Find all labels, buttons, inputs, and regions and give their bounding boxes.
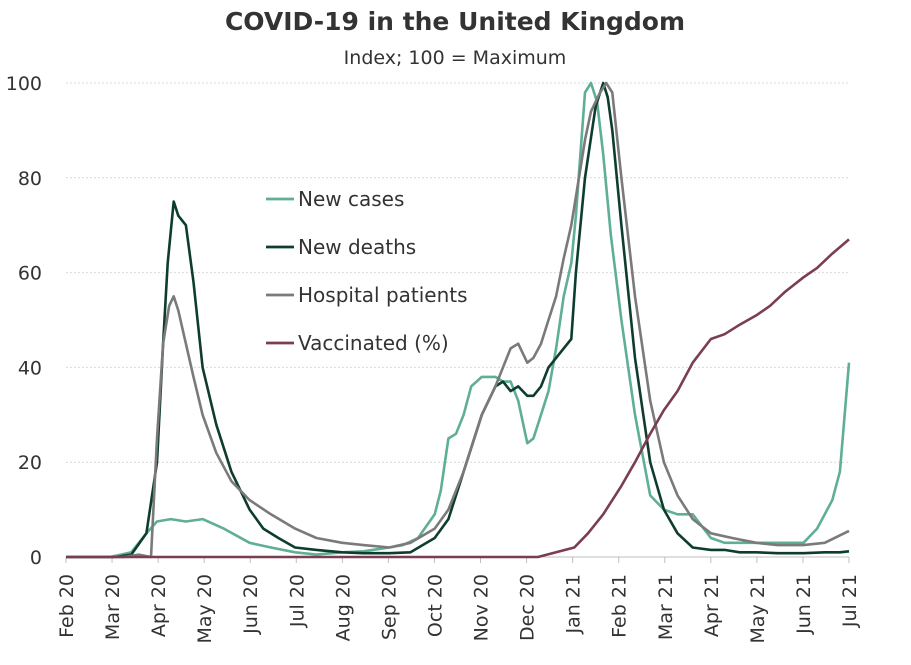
series-line-hospital-patients bbox=[66, 81, 850, 559]
x-tick-label: Jul 20 bbox=[286, 574, 308, 628]
series-line-new-deaths bbox=[66, 81, 850, 559]
x-tick-label: Jul 21 bbox=[839, 574, 861, 628]
x-tick-label: Aug 20 bbox=[332, 574, 354, 641]
x-tick-label: May 21 bbox=[747, 574, 769, 644]
x-tick-label: Sep 20 bbox=[378, 574, 400, 640]
x-tick-label: Feb 20 bbox=[56, 574, 78, 638]
y-tick-label: 80 bbox=[18, 168, 42, 190]
y-tick-label: 100 bbox=[6, 73, 42, 95]
y-tick-label: 20 bbox=[18, 452, 42, 474]
chart-title: COVID-19 in the United Kingdom bbox=[225, 7, 685, 36]
y-tick-label: 40 bbox=[18, 357, 42, 379]
x-tick-label: Feb 21 bbox=[609, 574, 631, 638]
series-lines bbox=[66, 81, 851, 559]
x-tick-label: Apr 21 bbox=[701, 574, 723, 637]
series-line-vaccinated bbox=[66, 238, 850, 559]
legend: New cases New deaths Hospital patients Vacc… bbox=[266, 187, 468, 355]
x-tick-label: Jan 21 bbox=[563, 574, 585, 635]
legend-label: Hospital patients bbox=[298, 283, 468, 307]
y-tick-label: 60 bbox=[18, 263, 42, 285]
series-line-new-cases bbox=[66, 81, 851, 559]
x-tick-label: Mar 20 bbox=[102, 574, 124, 640]
gridlines bbox=[66, 82, 849, 463]
y-tick-label: 0 bbox=[30, 547, 42, 569]
x-tick-label: Oct 20 bbox=[424, 574, 446, 637]
legend-label: Vaccinated (%) bbox=[298, 331, 449, 355]
legend-label: New deaths bbox=[298, 235, 416, 259]
x-tick-label: Dec 20 bbox=[517, 574, 539, 641]
x-tick-label: May 20 bbox=[194, 574, 216, 644]
x-tick-label: Mar 21 bbox=[655, 574, 677, 640]
chart-subtitle: Index; 100 = Maximum bbox=[344, 47, 567, 69]
x-tick-label: Nov 20 bbox=[471, 574, 493, 641]
x-tick-label: Jun 21 bbox=[793, 574, 815, 635]
axes: 0 20 40 60 80 100 Feb 20 Mar 20 Apr 20 May 20 Jun … bbox=[6, 73, 861, 644]
x-tick-label: Jun 20 bbox=[240, 574, 262, 635]
legend-label: New cases bbox=[298, 187, 404, 211]
x-tick-label: Apr 20 bbox=[148, 574, 170, 637]
